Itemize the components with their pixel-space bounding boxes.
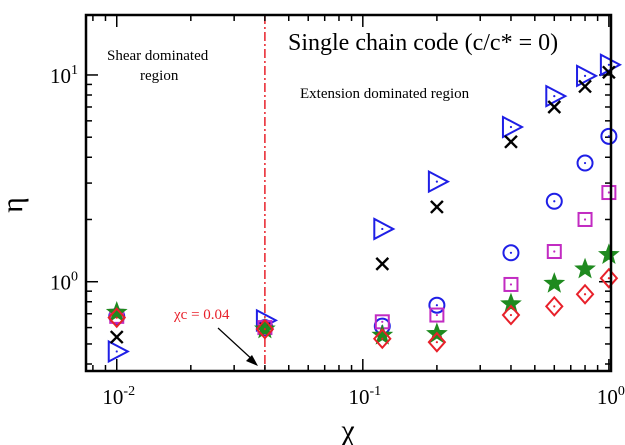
data-point-circle [576,154,594,172]
shear-region-label-line2: region [140,68,179,84]
y-tick-label: 101 [50,63,78,88]
data-point-x [578,79,592,94]
data-point-star [598,243,620,265]
chi-c-arrow-head [246,355,258,366]
data-point-x [430,200,444,214]
data-point-x [547,100,562,114]
chi-c-arrow-shaft [217,327,256,363]
data-point-diamond [255,318,275,340]
data-point-square [601,185,617,201]
data-point-diamond [501,304,521,326]
data-point-star [500,292,522,314]
data-point-circle [428,296,446,314]
data-point-triangle-right [373,217,396,241]
data-point-triangle-right [107,339,130,364]
series-diamond [107,267,619,353]
ticks-layer: 10-2 10-1 100 100 101 [50,15,625,409]
data-point-circle [545,192,563,210]
data-point-triangle-right [576,64,599,88]
data-point-star [543,272,566,293]
y-tick-label: 100 [50,270,78,295]
x-tick-label: 100 [597,384,625,409]
data-point-circle [600,127,618,145]
data-point-x [375,257,390,271]
extension-region-label: Extension dominated region [300,86,470,102]
data-point-x [504,134,518,149]
data-point-diamond [372,328,392,350]
x-tick-label: 10-2 [102,384,135,409]
data-point-square [577,211,593,227]
plot-frame [84,13,613,373]
shear-region-label-line1: Shear dominated [107,48,209,64]
chi-c-annotation: χc = 0.04 [173,307,230,323]
data-point-x [602,65,616,80]
data-point-diamond [599,267,619,289]
x-tick-label: 10-1 [348,384,381,409]
data-point-x [109,330,124,344]
data-point-triangle-right [501,115,525,139]
data-point-triangle-right [545,84,568,108]
header-annotation: Single chain code (c/c* = 0) [288,30,558,56]
data-point-square [503,276,519,292]
data-point-diamond [544,295,564,317]
data-point-triangle-right [427,169,451,194]
data-point-circle [502,244,520,262]
y-axis-label: η [0,197,29,213]
data-point-star [574,257,596,279]
data-point-square [546,244,562,260]
data-point-square [429,307,445,323]
data-point-diamond [575,283,595,305]
data-point-diamond [427,331,447,353]
marks-layer [105,53,623,364]
x-axis-label: χ [340,414,355,445]
data-point-diamond [107,307,127,329]
